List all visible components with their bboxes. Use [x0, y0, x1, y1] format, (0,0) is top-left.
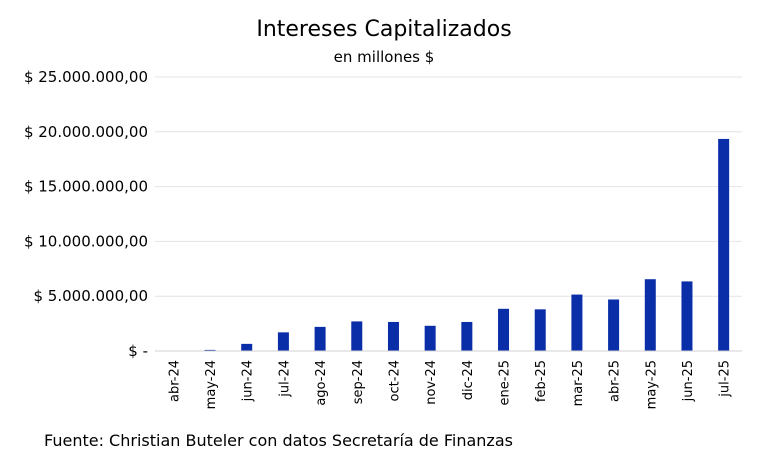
gridlines — [155, 76, 742, 297]
x-tick-label: jun-25 — [681, 360, 696, 402]
x-tick-label: oct-24 — [387, 360, 402, 401]
y-tick-label: $ 25.000.000,00 — [24, 68, 148, 86]
x-tick-label: ene-25 — [498, 360, 513, 405]
bar — [314, 326, 326, 351]
x-tick-label: jul-24 — [277, 360, 292, 398]
x-tick-label: sep-24 — [351, 360, 366, 404]
x-tick-label: nov-24 — [424, 360, 439, 405]
bar — [644, 279, 656, 351]
x-tick-label: abr-25 — [608, 360, 623, 402]
chart-subtitle: en millones $ — [334, 48, 435, 66]
bar — [571, 294, 583, 351]
y-axis-ticks: $ - $ 5.000.000,00 $ 10.000.000,00 $ 15.000… — [24, 68, 148, 360]
x-tick-label: mar-25 — [571, 360, 586, 406]
x-tick-label: jul-25 — [718, 360, 733, 398]
x-tick-label: abr-24 — [167, 360, 182, 402]
x-axis-ticks: abr-24 may-24 jun-24 jul-24 ago-24 sep-24 oct-… — [167, 360, 732, 409]
bar — [534, 309, 546, 351]
y-tick-label: $ 15.000.000,00 — [24, 178, 148, 196]
chart-title: Intereses Capitalizados — [256, 17, 511, 42]
bar — [498, 308, 510, 351]
bar — [718, 138, 730, 351]
source-note: Fuente: Christian Buteler con datos Secr… — [44, 431, 513, 450]
x-tick-label: may-24 — [204, 360, 219, 409]
bar — [241, 343, 253, 351]
bar — [608, 299, 620, 351]
bar — [387, 321, 399, 351]
y-tick-label: $ 10.000.000,00 — [24, 232, 148, 250]
x-tick-label: ago-24 — [314, 360, 329, 406]
y-tick-label: $ 20.000.000,00 — [24, 123, 148, 141]
bars — [167, 138, 730, 352]
bar — [204, 349, 216, 351]
y-tick-label: $ - — [128, 342, 148, 360]
bar — [424, 325, 436, 351]
bar — [351, 321, 363, 351]
x-tick-label: feb-25 — [534, 360, 549, 402]
x-tick-label: may-25 — [644, 360, 659, 409]
bar — [681, 281, 693, 351]
bar — [461, 321, 473, 351]
y-tick-label: $ 5.000.000,00 — [33, 287, 148, 305]
bar — [277, 332, 289, 351]
x-tick-label: dic-24 — [461, 360, 476, 400]
x-tick-label: jun-24 — [241, 360, 256, 402]
